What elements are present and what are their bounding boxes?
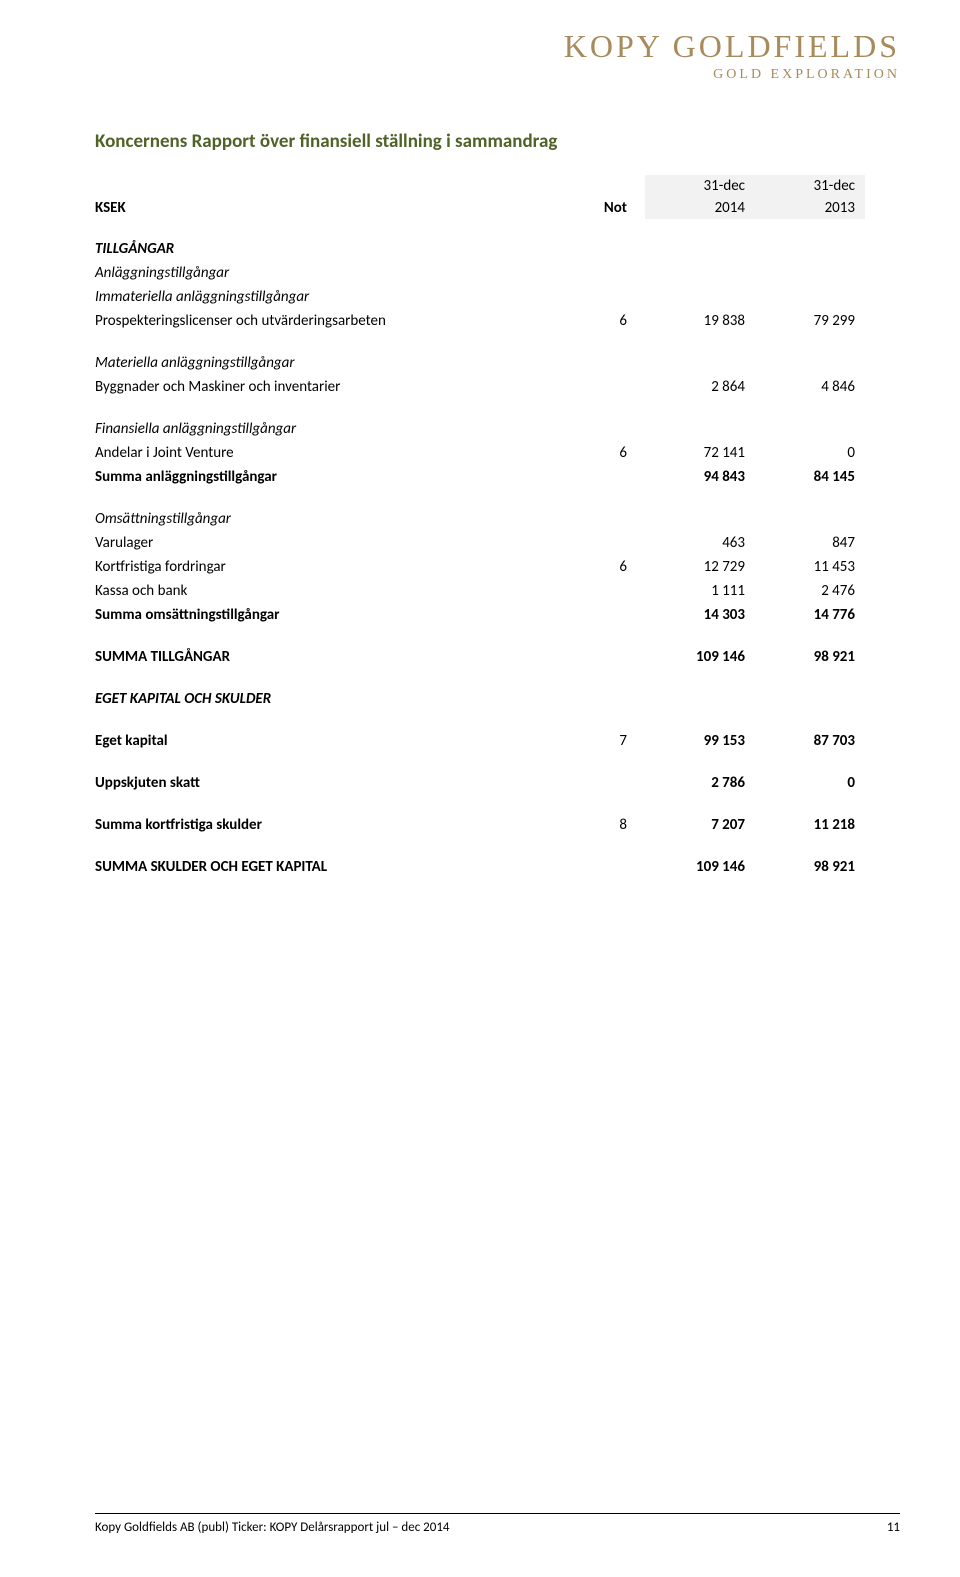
col-header-date1: 31-dec xyxy=(645,175,755,197)
row-summa-sk: SUMMA SKULDER OCH EGET KAPITAL 109 146 9… xyxy=(95,855,865,879)
row-eget: Eget kapital 7 99 153 87 703 xyxy=(95,729,865,753)
anlaggning-header: Anläggningstillgångar xyxy=(95,261,579,285)
brand-logo: KOPY GOLDFIELDS GOLD EXPLORATION xyxy=(564,28,900,83)
eget-header: EGET KAPITAL OCH SKULDER xyxy=(95,687,579,711)
page-footer: Kopy Goldfields AB (publ) Ticker: KOPY D… xyxy=(95,1513,900,1535)
row-varulager: Varulager 463 847 xyxy=(95,531,865,555)
col-header-date2: 31-dec xyxy=(755,175,865,197)
immateriella-header: Immateriella anläggningstillgångar xyxy=(95,285,579,309)
not-label: Not xyxy=(579,197,645,219)
tillgangar-header: TILLGÅNGAR xyxy=(95,237,579,261)
row-prospekt: Prospekteringslicenser och utvärderingsa… xyxy=(95,309,865,333)
row-andelar: Andelar i Joint Venture 6 72 141 0 xyxy=(95,441,865,465)
materiella-header: Materiella anläggningstillgångar xyxy=(95,351,579,375)
row-byggnader: Byggnader och Maskiner och inventarier 2… xyxy=(95,375,865,399)
year-1: 2014 xyxy=(645,197,755,219)
header-row-2: KSEK Not 2014 2013 xyxy=(95,197,865,219)
row-summa-kort: Summa kortfristiga skulder 8 7 207 11 21… xyxy=(95,813,865,837)
row-uppskjuten: Uppskjuten skatt 2 786 0 xyxy=(95,771,865,795)
footer-left: Kopy Goldfields AB (publ) Ticker: KOPY D… xyxy=(95,1520,450,1535)
omsattning-header: Omsättningstillgångar xyxy=(95,507,579,531)
ksek-label: KSEK xyxy=(95,197,579,219)
row-summa-anl: Summa anläggningstillgångar 94 843 84 14… xyxy=(95,465,865,489)
year-2: 2013 xyxy=(755,197,865,219)
report-content: Koncernens Rapport över finansiell ställ… xyxy=(95,130,865,879)
financial-table: 31-dec 31-dec KSEK Not 2014 2013 TILLGÅN… xyxy=(95,175,865,879)
row-kassa: Kassa och bank 1 111 2 476 xyxy=(95,579,865,603)
finansiella-header: Finansiella anläggningstillgångar xyxy=(95,417,579,441)
logo-sub-text: GOLD EXPLORATION xyxy=(564,67,900,83)
header-row-1: 31-dec 31-dec xyxy=(95,175,865,197)
report-title: Koncernens Rapport över finansiell ställ… xyxy=(95,130,865,153)
row-summa-oms: Summa omsättningstillgångar 14 303 14 77… xyxy=(95,603,865,627)
logo-main-text: KOPY GOLDFIELDS xyxy=(564,28,900,65)
row-summa-till: SUMMA TILLGÅNGAR 109 146 98 921 xyxy=(95,645,865,669)
row-kortfrist: Kortfristiga fordringar 6 12 729 11 453 xyxy=(95,555,865,579)
footer-page-number: 11 xyxy=(887,1520,900,1535)
